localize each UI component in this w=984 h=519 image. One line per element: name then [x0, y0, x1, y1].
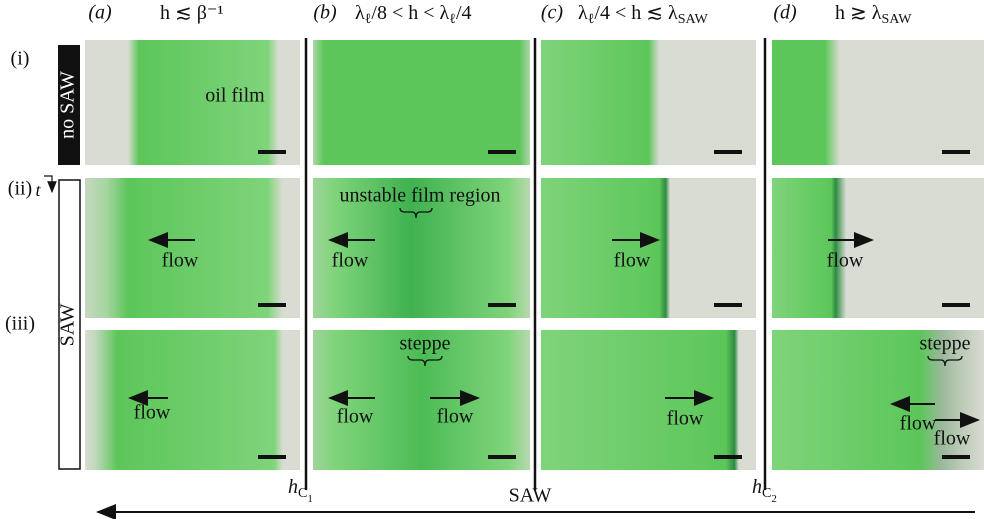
- subscript: SAW: [881, 12, 912, 27]
- column-condition: λℓ/8 < h < λℓ/4: [355, 2, 472, 28]
- condition-part: /4: [456, 2, 472, 24]
- column-letter: (b): [313, 2, 337, 24]
- scale-bar: [488, 455, 516, 459]
- time-label: t: [35, 180, 41, 200]
- subscript: C: [762, 486, 771, 501]
- saw-bottom-label: SAW: [509, 485, 552, 507]
- scale-bar: [714, 303, 742, 307]
- subscript-index: 2: [771, 493, 777, 505]
- time-arrow: [44, 176, 52, 192]
- no-saw-label: no SAW: [57, 71, 79, 139]
- panel-label: flow: [614, 250, 651, 272]
- subscript: SAW: [678, 12, 709, 27]
- panel-label: flow: [162, 250, 199, 272]
- column-condition: h ≲ β⁻¹: [160, 2, 224, 24]
- scale-bar: [942, 150, 970, 154]
- image-panel: [772, 178, 984, 318]
- figure: no SAW SAW t SAW (a) h ≲ β⁻¹ (b) λℓ/8 < h <…: [0, 0, 984, 519]
- condition-part: h ≳ λ: [835, 2, 882, 24]
- panel-label: steppe: [399, 333, 450, 355]
- scale-bar: [714, 455, 742, 459]
- image-panel: [313, 40, 530, 165]
- subscript-index: 1: [307, 493, 313, 505]
- condition-part: /8 < h < λ: [371, 2, 449, 24]
- row-label: (i): [11, 48, 30, 70]
- image-panel: [85, 40, 300, 165]
- image-panel: [85, 330, 300, 470]
- scale-bar: [488, 150, 516, 154]
- row-label: (ii): [8, 178, 32, 200]
- panel-label: flow: [934, 428, 971, 450]
- column-condition: h ≳ λSAW: [835, 2, 912, 28]
- condition-part: h ≲ β⁻¹: [160, 2, 224, 24]
- subscript: C: [298, 486, 307, 501]
- scale-bar: [488, 303, 516, 307]
- image-panel: [541, 330, 756, 470]
- column-letter: (c): [541, 2, 564, 24]
- column-letter: (a): [88, 2, 112, 24]
- panel-label: flow: [437, 406, 474, 428]
- panel-label: oil film: [205, 85, 265, 107]
- panel-label: flow: [134, 402, 171, 424]
- scale-bar: [258, 455, 286, 459]
- scale-bar: [942, 455, 970, 459]
- scale-bar: [942, 303, 970, 307]
- saw-side-label: SAW: [57, 303, 79, 346]
- scale-bar: [258, 303, 286, 307]
- symbol: h: [752, 476, 762, 498]
- image-panel: [541, 178, 756, 318]
- condition-part: /4 < h ≲ λ: [594, 2, 678, 24]
- symbol: h: [288, 476, 298, 498]
- image-panel: [85, 178, 300, 318]
- image-panel: [541, 40, 756, 165]
- critical-thickness: hC1: [288, 476, 313, 505]
- panel-label: flow: [827, 250, 864, 272]
- panel-label: flow: [900, 413, 937, 435]
- scale-bar: [714, 150, 742, 154]
- scale-bar: [258, 150, 286, 154]
- panel-label: flow: [332, 250, 369, 272]
- condition-part: λ: [578, 2, 588, 24]
- panel-label: unstable film region: [339, 185, 500, 207]
- column-letter: (d): [773, 2, 797, 24]
- image-panel: [772, 40, 984, 165]
- panel-label: steppe: [919, 333, 970, 355]
- condition-part: λ: [355, 2, 365, 24]
- panel-label: flow: [337, 406, 374, 428]
- panel-label: flow: [667, 408, 704, 430]
- column-condition: λℓ/4 < h ≲ λSAW: [578, 2, 708, 28]
- row-label: (iii): [5, 313, 35, 335]
